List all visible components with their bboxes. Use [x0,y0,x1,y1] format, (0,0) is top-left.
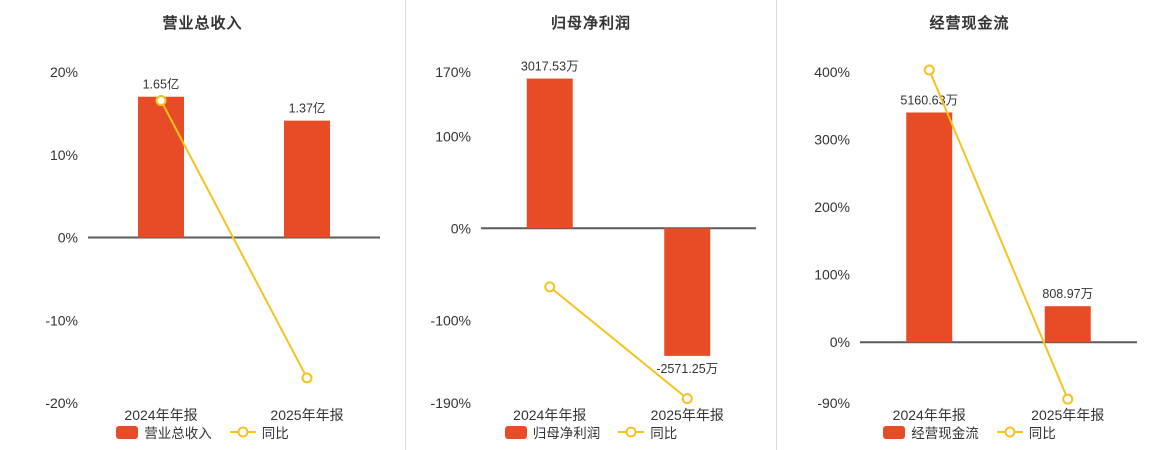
y-axis-tick-label: 200% [814,199,850,215]
bar-value-label: -2571.25万 [656,362,718,376]
y-axis-tick-label: 20% [50,64,78,80]
legend-bar-label: 营业总收入 [144,426,212,441]
chart-panel-revenue: 营业总收入 20% 10% 0% -10% -20% 1.65亿 1.37亿 2024年年报 2… [0,0,405,450]
yoy-marker-2025年年报[interactable] [301,372,313,384]
legend-item-yoy-line[interactable]: 同比 [996,422,1056,442]
bar-value-label: 808.97万 [1042,287,1093,301]
x-axis-label: 2025年年报 [1031,407,1104,423]
x-axis-label: 2025年年报 [270,407,343,423]
yoy-marker-ring-icon [1004,426,1016,438]
x-axis-label: 2025年年报 [651,407,724,423]
y-axis-tick-label: 0% [830,334,850,350]
yoy-marker-2024年年报[interactable] [544,281,556,293]
legend-bar-label: 经营现金流 [911,426,979,441]
chart-canvas-revenue: 20% 10% 0% -10% -20% 1.65亿 1.37亿 2024年年报 2025年年报 [45,64,380,423]
x-axis-label: 2024年年报 [513,407,586,423]
chart-panel-net-profit: 归母净利润 170% 100% 0% -100% -190% 3017.53万 -2571.… [405,0,776,450]
bar-2025年年报[interactable] [1044,306,1091,343]
yoy-line-swatch-icon [996,426,1023,438]
legend-item-bar-series[interactable]: 归母净利润 [504,422,601,442]
yoy-line[interactable] [160,100,308,379]
yoy-line[interactable] [928,69,1069,400]
legend-yoy-label: 同比 [650,426,678,441]
y-axis-tick-label: -100% [431,312,471,328]
bar-2025年年报[interactable] [284,120,330,238]
yoy-line[interactable] [549,286,688,400]
bar-series-swatch-icon [883,425,906,439]
bar-series-swatch-icon [116,425,139,439]
y-axis-tick-label: -90% [817,395,850,411]
x-axis-label: 2024年年报 [124,407,197,423]
bar-value-label: 5160.63万 [900,93,958,107]
bar-2025年年报[interactable] [664,228,711,356]
chart-title-net-profit: 归母净利润 [550,15,631,32]
chart-legend: 营业总收入 同比 [0,422,405,442]
legend-yoy-label: 同比 [1028,426,1056,441]
yoy-line-swatch-icon [229,426,256,438]
bar-value-label: 3017.53万 [521,60,579,74]
y-axis-tick-label: 100% [814,267,850,283]
bar-value-label: 1.37亿 [289,101,326,116]
legend-item-bar-series[interactable]: 经营现金流 [883,422,979,442]
y-axis-tick-label: 100% [435,128,471,144]
yoy-marker-2025年年报[interactable] [1062,393,1074,405]
chart-canvas-net-profit: 170% 100% 0% -100% -190% 3017.53万 -2571.25万 202… [431,60,756,423]
y-axis-tick-label: 0% [451,220,471,236]
chart-title-revenue: 营业总收入 [162,15,243,32]
legend-item-yoy-line[interactable]: 同比 [229,422,289,442]
bar-2024年年报[interactable] [906,112,953,343]
y-axis-tick-label: 0% [58,230,78,246]
y-axis-tick-label: 10% [50,147,78,163]
yoy-marker-2025年年报[interactable] [681,393,693,405]
legend-item-bar-series[interactable]: 营业总收入 [116,422,212,442]
yoy-line-swatch-icon [618,426,645,438]
yoy-marker-2024年年报[interactable] [923,64,935,76]
y-axis-tick-label: -10% [45,312,78,328]
chart-panel-cash-flow: 经营现金流 400% 300% 200% 100% 0% -90% 5160.63万 808.… [776,0,1160,450]
chart-legend: 归母净利润 同比 [406,422,776,442]
legend-bar-label: 归母净利润 [532,426,601,441]
bar-series-swatch-icon [504,425,527,439]
chart-canvas-cash-flow: 400% 300% 200% 100% 0% -90% 5160.63万 808.97万 202… [814,64,1137,423]
chart-legend: 经营现金流 同比 [777,422,1160,442]
x-axis-label: 2024年年报 [893,407,966,423]
yoy-marker-ring-icon [237,426,249,438]
bar-value-label: 1.65亿 [143,77,180,92]
yoy-marker-ring-icon [625,426,637,438]
y-axis-tick-label: -20% [45,395,78,411]
bar-2024年年报[interactable] [526,78,573,229]
y-axis-tick-label: 400% [814,64,850,80]
bar-2024年年报[interactable] [138,96,184,238]
chart-title-cash-flow: 经营现金流 [929,15,1010,32]
y-axis-tick-label: -190% [431,395,471,411]
legend-yoy-label: 同比 [261,426,289,441]
yoy-marker-2024年年报[interactable] [155,95,167,107]
legend-item-yoy-line[interactable]: 同比 [618,422,677,442]
y-axis-tick-label: 170% [435,64,471,80]
y-axis-tick-label: 300% [814,132,850,148]
